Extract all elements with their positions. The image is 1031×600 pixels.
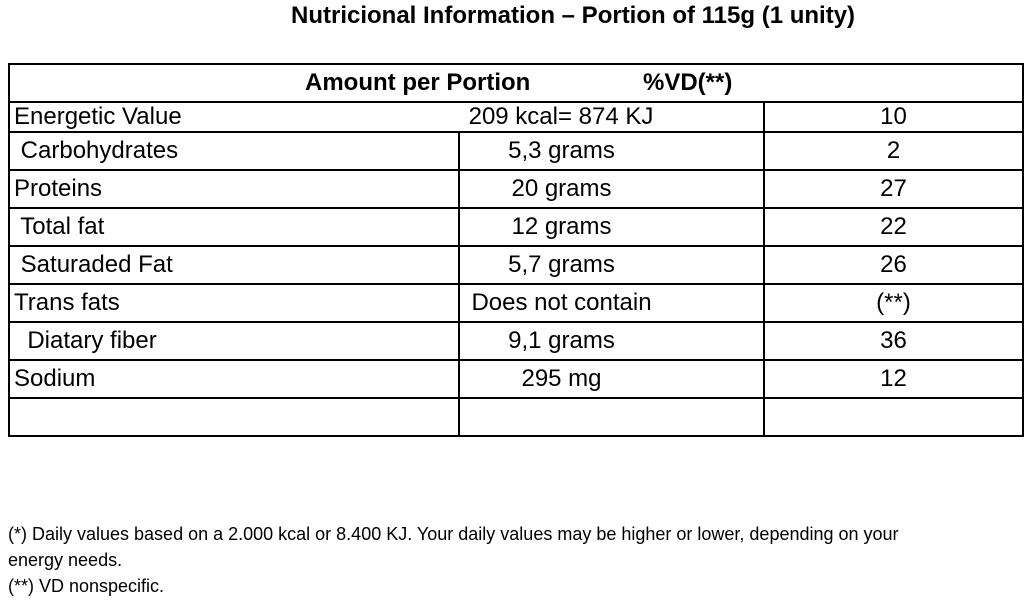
footnote-line: energy needs. xyxy=(8,550,123,570)
table-row-empty xyxy=(8,397,1025,437)
nutrient-label-cell: Proteins xyxy=(8,169,460,209)
vd-cell: 12 xyxy=(762,359,1025,399)
nutrient-label-cell: Diatary fiber xyxy=(8,321,460,361)
vd-cell xyxy=(762,397,1025,437)
table-row: Sodium 295 mg 12 xyxy=(8,359,1025,399)
vd-cell: 10 xyxy=(762,101,1025,133)
amount-cell: 20 grams xyxy=(458,169,765,209)
table-row: Proteins 20 grams 27 xyxy=(8,169,1025,209)
footnote-line: (*) Daily values based on a 2.000 kcal o… xyxy=(8,524,899,544)
amount-cell xyxy=(458,397,765,437)
amount-cell: 5,7 grams xyxy=(458,245,765,285)
vd-cell: 2 xyxy=(762,131,1025,171)
table-row: Total fat 12 grams 22 xyxy=(8,207,1025,247)
vd-cell: 36 xyxy=(762,321,1025,361)
table-row: Diatary fiber 9,1 grams 36 xyxy=(8,321,1025,361)
vd-cell: (**) xyxy=(762,283,1025,323)
nutrition-table: Amount per Portion %VD(**) Energetic Val… xyxy=(7,63,1025,437)
nutrient-label-cell: Sodium xyxy=(8,359,460,399)
nutrient-label-cell: Energetic Value xyxy=(8,101,459,133)
table-header-cell: Amount per Portion %VD(**) xyxy=(7,63,1025,103)
nutrient-label-cell: Total fat xyxy=(8,207,460,247)
table-row: Energetic Value 209 kcal= 874 KJ 10 xyxy=(8,101,1025,133)
amount-cell: 5,3 grams xyxy=(458,131,765,171)
table-row: Trans fats Does not contain (**) xyxy=(8,283,1025,323)
vd-cell: 22 xyxy=(762,207,1025,247)
amount-cell: 9,1 grams xyxy=(458,321,765,361)
nutrient-label-cell: Saturaded Fat xyxy=(8,245,460,285)
amount-cell: Does not contain xyxy=(458,283,765,323)
table-header-row: Amount per Portion %VD(**) xyxy=(7,63,1025,103)
amount-cell: 209 kcal= 874 KJ xyxy=(459,101,765,133)
vd-cell: 27 xyxy=(762,169,1025,209)
nutrient-label-cell: Trans fats xyxy=(8,283,460,323)
nutrient-label-cell xyxy=(8,397,460,437)
nutrient-label-cell: Carbohydrates xyxy=(8,131,460,171)
amount-cell: 295 mg xyxy=(458,359,765,399)
table-row: Carbohydrates 5,3 grams 2 xyxy=(8,131,1025,171)
amount-per-portion-header: Amount per Portion xyxy=(305,69,531,96)
page-title: Nutricional Information – Portion of 115… xyxy=(291,2,856,29)
table-row: Saturaded Fat 5,7 grams 26 xyxy=(8,245,1025,285)
amount-cell: 12 grams xyxy=(458,207,765,247)
footnotes: (*) Daily values based on a 2.000 kcal o… xyxy=(8,521,1018,599)
footnote-line: (**) VD nonspecific. xyxy=(8,576,165,596)
vd-cell: 26 xyxy=(762,245,1025,285)
vd-header: %VD(**) xyxy=(643,69,733,96)
